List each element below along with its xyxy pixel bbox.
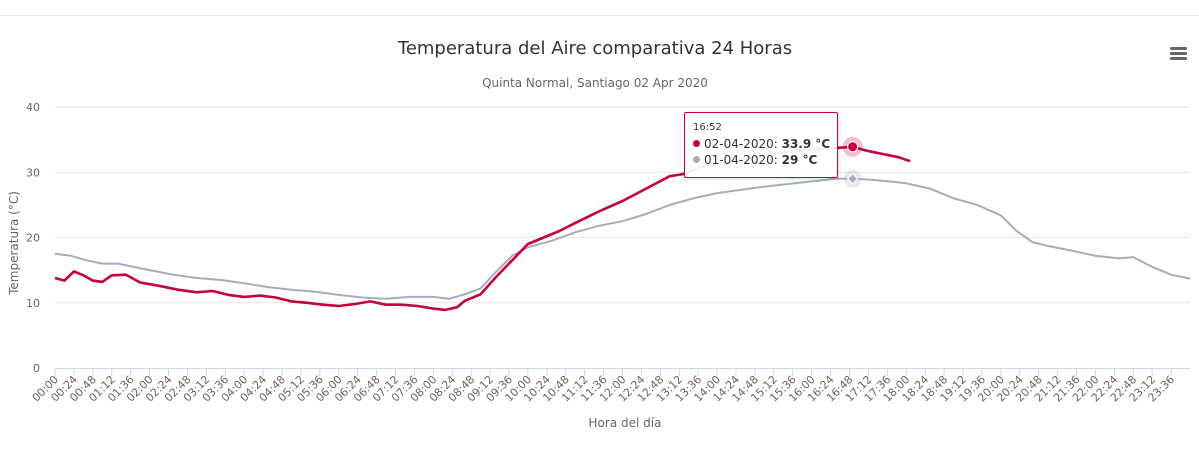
grid-lines [55,106,1190,304]
x-axis: 00:0000:2400:4801:1201:3602:0002:2402:48… [30,368,1190,405]
y-tick-label: 20 [26,232,40,245]
tooltip-series-label: 01-04-2020 [704,153,774,167]
y-axis-title: Temperatura (°C) [7,191,21,295]
tooltip-value: 33.9 °C [781,137,831,151]
tooltip-separator: : [773,137,782,151]
y-tick-label: 10 [26,297,40,310]
series-lines [54,145,1191,312]
tooltip-value: 29 °C [781,153,818,167]
tooltip-row-current: 02-04-2020: 33.9 °C [693,137,830,151]
tooltip-time: 16:52 [693,122,722,133]
series-line-previous [54,177,1191,300]
hover-marker-current [847,141,859,153]
tooltip-separator: : [773,153,782,167]
series-color-dot [693,140,700,147]
x-axis-title: Hora del día [588,416,662,430]
chart-subtitle: Quinta Normal, Santiago 02 Apr 2020 [482,76,708,90]
series-color-dot [693,156,700,163]
y-axis-ticks: 0 10 20 30 40 [26,101,40,375]
top-divider [0,15,1199,16]
chart-tooltip: 16:52 02-04-2020: 33.9 °C 01-04-2020: 29… [684,112,838,178]
y-tick-label: 30 [26,166,40,179]
hover-marker-previous [846,173,859,185]
tooltip-row-previous: 01-04-2020: 29 °C [693,153,817,167]
y-tick-label: 40 [26,101,40,114]
hover-markers [842,136,863,188]
tooltip-series-label: 02-04-2020 [704,137,774,151]
hamburger-menu-icon[interactable] [1170,46,1188,62]
y-tick-label: 0 [33,362,40,375]
y-axis-title-container: Temperatura (°C) [4,180,22,310]
chart-title: Temperatura del Aire comparativa 24 Hora… [397,38,793,59]
